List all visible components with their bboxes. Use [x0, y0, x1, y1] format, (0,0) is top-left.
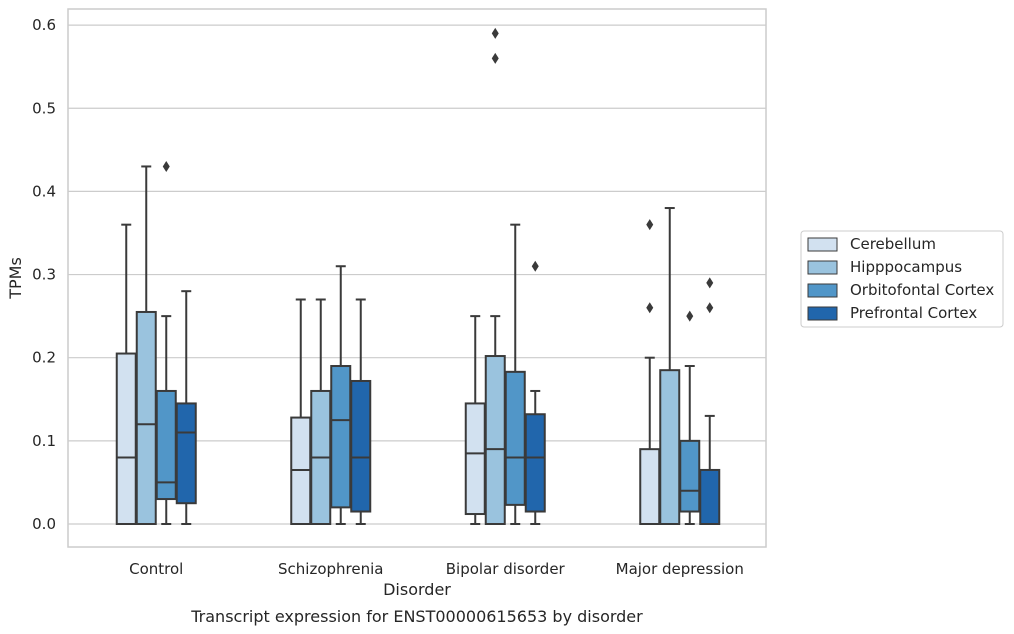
- y-tick-label: 0.3: [32, 266, 56, 284]
- outlier-point: [706, 277, 714, 289]
- outlier-point: [646, 302, 654, 314]
- box-group: [699, 277, 721, 526]
- box-iqr: [524, 413, 546, 513]
- box-group: [639, 219, 661, 526]
- box-iqr: [135, 310, 157, 525]
- box-iqr: [679, 439, 701, 513]
- legend-frame: [800, 230, 1004, 328]
- box-iqr: [639, 448, 661, 526]
- x-tick-label: Schizophrenia: [278, 560, 383, 578]
- box-iqr: [504, 370, 526, 506]
- y-tick-label: 0.4: [32, 182, 56, 200]
- legend-label: Prefrontal Cortex: [850, 304, 977, 322]
- y-axis-ticks: 0.0 0.1 0.2 0.3 0.4 0.5 0.6: [32, 16, 56, 533]
- y-tick-label: 0.6: [32, 16, 56, 34]
- legend-label: Cerebellum: [850, 235, 936, 253]
- legend-swatch: [807, 237, 838, 252]
- box-group: [135, 165, 157, 525]
- y-tick-label: 0.1: [32, 432, 56, 450]
- box-group: [115, 223, 137, 526]
- legend-swatch: [807, 306, 838, 321]
- box-group: [310, 298, 332, 525]
- box-iqr: [330, 365, 352, 509]
- legend: Cerebellum Hipppocampus Orbitofontal Corte…: [800, 230, 1004, 328]
- box-group: [504, 223, 526, 525]
- box-iqr: [115, 352, 137, 526]
- y-tick-label: 0.0: [32, 515, 56, 533]
- legend-label: Hipppocampus: [850, 258, 962, 276]
- box-iqr: [659, 369, 681, 525]
- box-iqr: [699, 468, 721, 526]
- plot-frame: [67, 8, 767, 548]
- outlier-point: [531, 260, 539, 272]
- x-axis-title: Disorder: [383, 580, 451, 599]
- box-group: [350, 298, 372, 525]
- box-group: [679, 310, 701, 525]
- box-group: [659, 207, 681, 525]
- outlier-point: [491, 27, 499, 39]
- box-iqr: [350, 379, 372, 513]
- box-group: [484, 27, 506, 525]
- y-tick-label: 0.2: [32, 349, 56, 367]
- box-group: [155, 160, 177, 525]
- boxes: [115, 27, 721, 526]
- box-iqr: [175, 402, 197, 505]
- outlier-point: [491, 52, 499, 64]
- outlier-point: [686, 310, 694, 322]
- box-group: [464, 315, 486, 525]
- box-group: [175, 290, 197, 525]
- legend-swatch: [807, 260, 838, 275]
- box-group: [524, 260, 546, 525]
- box-iqr: [484, 355, 506, 525]
- x-tick-label: Bipolar disorder: [446, 560, 566, 578]
- legend-label: Orbitofontal Cortex: [850, 281, 994, 299]
- box-group: [290, 298, 312, 525]
- chart-caption: Transcript expression for ENST0000061565…: [190, 607, 643, 626]
- legend-swatch: [807, 283, 838, 298]
- box-group: [330, 265, 352, 525]
- outlier-point: [162, 160, 170, 172]
- y-tick-label: 0.5: [32, 99, 56, 117]
- outlier-point: [646, 219, 654, 231]
- outlier-point: [706, 302, 714, 314]
- x-tick-label: Major depression: [616, 560, 744, 578]
- x-axis-ticks: Control Schizophrenia Bipolar disorder Majo…: [129, 560, 744, 578]
- y-axis-title: TPMs: [6, 257, 25, 300]
- box-iqr: [464, 402, 486, 516]
- x-tick-label: Control: [129, 560, 183, 578]
